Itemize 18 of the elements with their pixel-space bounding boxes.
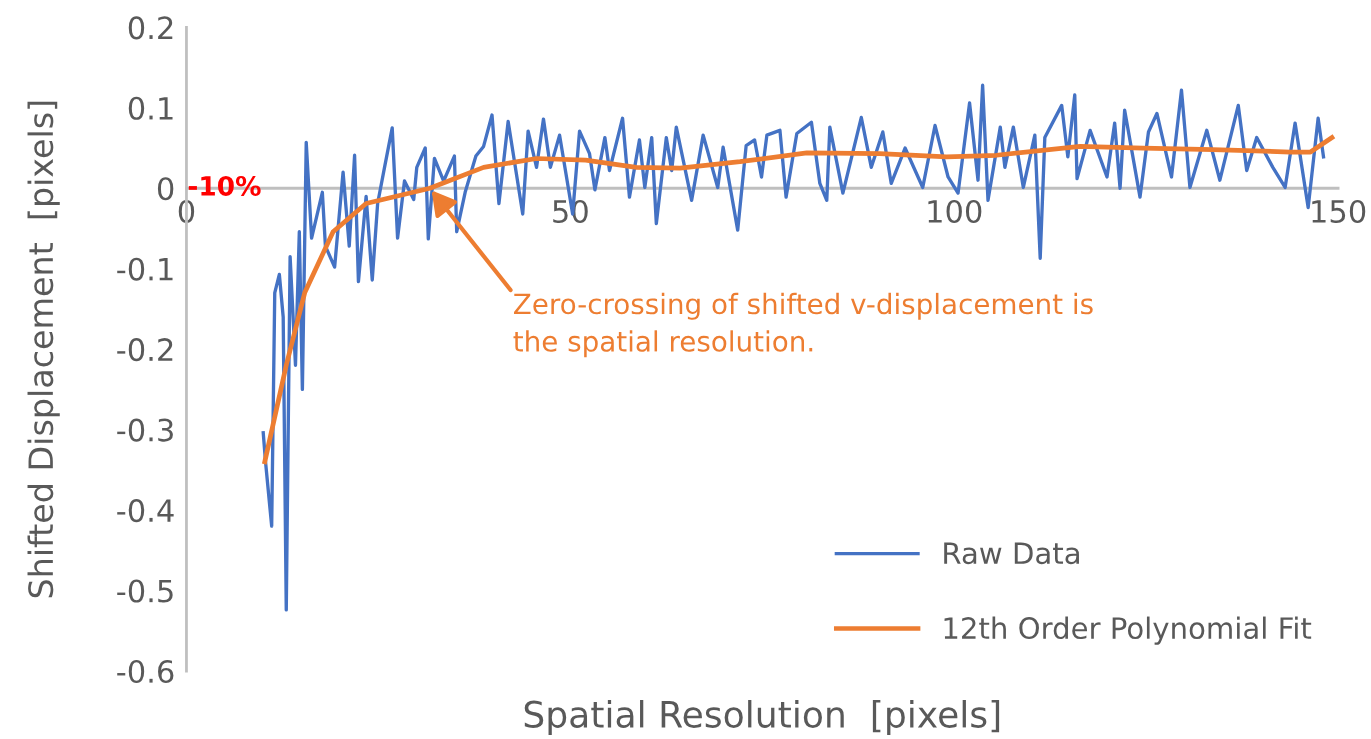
x-axis-title: Spatial Resolution [pixels] <box>524 699 1000 735</box>
y-axis-title: Shifted Displacement [pixels] <box>27 101 60 598</box>
y-tick-label: 0 <box>157 177 174 201</box>
x-tick-label: 150 <box>1312 199 1366 224</box>
y-tick-label: -0.5 <box>117 579 173 603</box>
y-tick-label: -0.3 <box>117 418 173 442</box>
y-tick-label: -0.2 <box>117 338 173 362</box>
y-tick-label: 0.2 <box>128 16 173 40</box>
y-tick-label: -0.6 <box>117 659 174 684</box>
x-tick-label: 0 <box>178 199 195 224</box>
y-tick-label: 0.1 <box>128 96 173 120</box>
annotation: -10% <box>188 175 261 196</box>
annotation: Zero-crossing of shifted v-displacement is the spatial resolution. <box>513 292 1093 358</box>
x-tick-label: 100 <box>928 199 982 224</box>
legend-label: Raw Data <box>944 542 1079 565</box>
legend-label: 12th Order Polynomial Fit <box>944 616 1312 645</box>
y-tick-label: -0.4 <box>117 499 174 523</box>
y-tick-label: -0.1 <box>117 257 173 281</box>
